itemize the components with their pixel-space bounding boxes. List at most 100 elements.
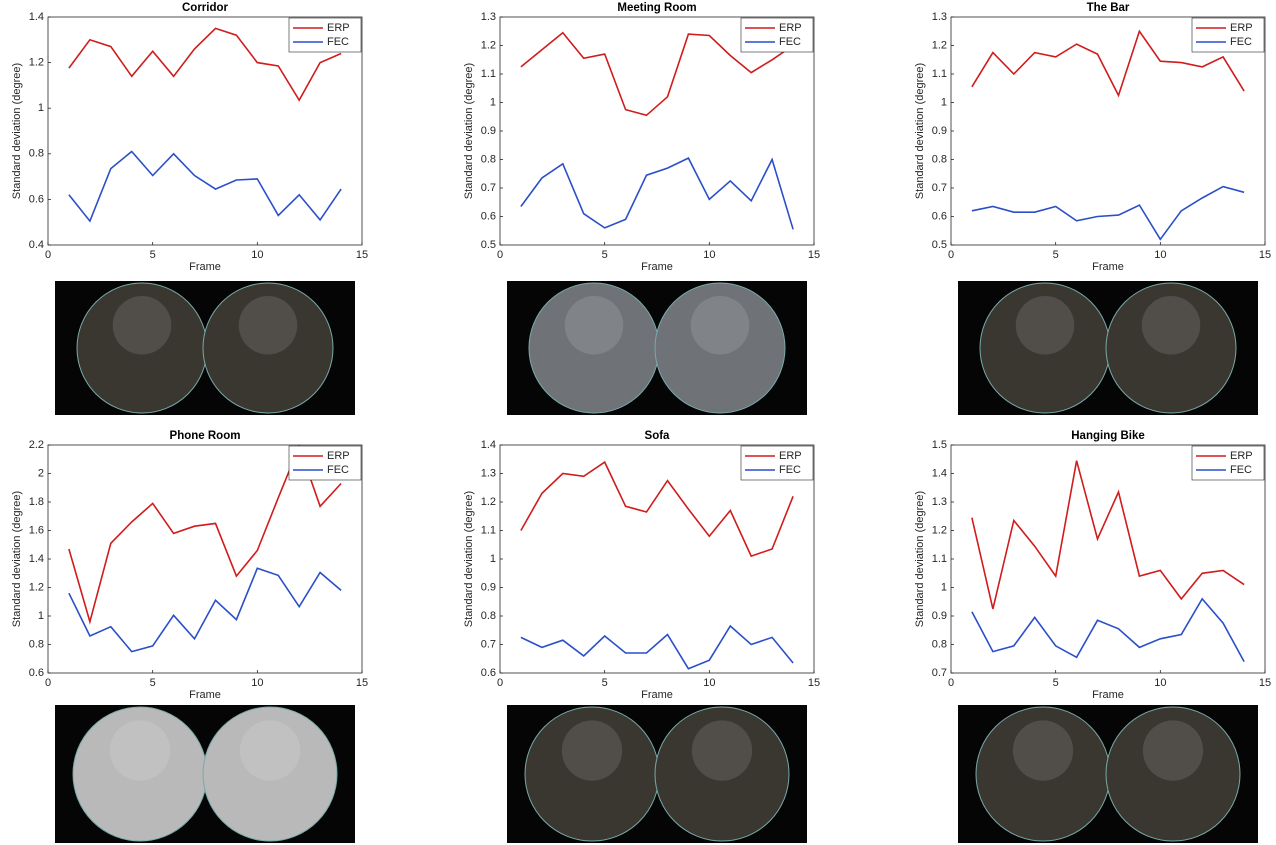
x-tick-label: 10 xyxy=(703,249,715,261)
x-tick-label: 0 xyxy=(497,249,503,261)
x-tick-label: 5 xyxy=(602,677,608,689)
y-tick-label: 2 xyxy=(38,467,44,479)
x-axis-label: Frame xyxy=(641,261,673,273)
chart-title: Meeting Room xyxy=(617,2,696,14)
y-tick-label: 1 xyxy=(38,102,44,114)
y-tick-label: 0.5 xyxy=(481,239,496,251)
fisheye-highlight xyxy=(239,296,298,355)
x-tick-label: 10 xyxy=(703,677,715,689)
legend-label: FEC xyxy=(779,464,801,476)
legend-label: FEC xyxy=(327,36,349,48)
y-axis-label: Standard deviation (degree) xyxy=(11,491,23,627)
legend-label: ERP xyxy=(1230,22,1253,34)
chart-title: Corridor xyxy=(182,2,229,14)
fisheye-highlight xyxy=(1143,720,1203,780)
y-tick-label: 0.8 xyxy=(29,638,44,650)
y-tick-label: 1.3 xyxy=(481,11,496,23)
y-axis-label: Standard deviation (degree) xyxy=(914,491,926,627)
x-axis-label: Frame xyxy=(641,689,673,701)
legend-label: ERP xyxy=(779,22,802,34)
x-tick-label: 5 xyxy=(150,677,156,689)
y-tick-label: 1.2 xyxy=(932,524,947,536)
x-axis-label: Frame xyxy=(1092,261,1124,273)
y-tick-label: 1.1 xyxy=(481,68,496,80)
x-tick-label: 5 xyxy=(150,249,156,261)
y-tick-label: 1.3 xyxy=(932,496,947,508)
y-tick-label: 0.6 xyxy=(29,193,44,205)
fisheye-highlight xyxy=(692,720,752,780)
x-tick-label: 10 xyxy=(251,677,263,689)
y-tick-label: 1 xyxy=(490,96,496,108)
fisheye-highlight xyxy=(113,296,172,355)
y-tick-label: 1.3 xyxy=(932,11,947,23)
y-tick-label: 0.6 xyxy=(481,210,496,222)
y-tick-label: 1.4 xyxy=(29,11,44,23)
legend-box xyxy=(741,446,813,480)
chart-title: Hanging Bike xyxy=(1071,430,1144,442)
fisheye-highlight xyxy=(110,720,170,780)
y-tick-label: 1.2 xyxy=(481,39,496,51)
legend-label: ERP xyxy=(1230,450,1253,462)
legend-label: ERP xyxy=(779,450,802,462)
y-tick-label: 1.4 xyxy=(29,553,44,565)
y-tick-label: 1.4 xyxy=(932,467,947,479)
x-tick-label: 0 xyxy=(45,677,51,689)
x-tick-label: 0 xyxy=(497,677,503,689)
y-axis-label: Standard deviation (degree) xyxy=(463,491,475,627)
y-tick-label: 1.4 xyxy=(481,439,496,451)
legend-box xyxy=(741,18,813,52)
legend-label: ERP xyxy=(327,22,350,34)
y-tick-label: 0.9 xyxy=(932,125,947,137)
y-tick-label: 0.8 xyxy=(932,638,947,650)
y-tick-label: 1 xyxy=(941,581,947,593)
y-axis-label: Standard deviation (degree) xyxy=(463,63,475,199)
y-tick-label: 0.8 xyxy=(932,153,947,165)
y-tick-label: 0.9 xyxy=(932,610,947,622)
y-tick-label: 1.2 xyxy=(481,496,496,508)
x-tick-label: 10 xyxy=(1154,677,1166,689)
y-tick-label: 0.9 xyxy=(481,581,496,593)
x-tick-label: 15 xyxy=(808,677,820,689)
fisheye-highlight xyxy=(1013,720,1073,780)
x-tick-label: 5 xyxy=(602,249,608,261)
chart-title: Sofa xyxy=(645,430,671,442)
legend-label: ERP xyxy=(327,450,350,462)
x-tick-label: 10 xyxy=(251,249,263,261)
fisheye-highlight xyxy=(1016,296,1075,355)
fisheye-highlight xyxy=(1142,296,1201,355)
y-tick-label: 0.6 xyxy=(932,210,947,222)
x-tick-label: 15 xyxy=(1259,677,1271,689)
y-axis-label: Standard deviation (degree) xyxy=(914,63,926,199)
chart-title: Phone Room xyxy=(170,430,241,442)
y-tick-label: 1 xyxy=(490,553,496,565)
y-tick-label: 1 xyxy=(38,610,44,622)
legend-box xyxy=(1192,18,1264,52)
y-tick-label: 0.5 xyxy=(932,239,947,251)
fisheye-highlight xyxy=(240,720,300,780)
y-tick-label: 1.5 xyxy=(932,439,947,451)
x-tick-label: 0 xyxy=(45,249,51,261)
y-tick-label: 1.2 xyxy=(932,39,947,51)
y-tick-label: 0.7 xyxy=(481,182,496,194)
y-tick-label: 1.1 xyxy=(481,524,496,536)
legend-label: FEC xyxy=(1230,464,1252,476)
y-tick-label: 0.8 xyxy=(481,153,496,165)
y-tick-label: 1.8 xyxy=(29,496,44,508)
x-tick-label: 15 xyxy=(356,249,368,261)
legend-label: FEC xyxy=(327,464,349,476)
x-tick-label: 10 xyxy=(1154,249,1166,261)
fisheye-highlight xyxy=(691,296,750,355)
y-tick-label: 0.9 xyxy=(481,125,496,137)
y-tick-label: 0.8 xyxy=(481,610,496,622)
x-tick-label: 15 xyxy=(356,677,368,689)
y-tick-label: 0.8 xyxy=(29,148,44,160)
y-tick-label: 1.1 xyxy=(932,553,947,565)
y-tick-label: 0.7 xyxy=(481,638,496,650)
y-tick-label: 1.2 xyxy=(29,57,44,69)
y-tick-label: 1.2 xyxy=(29,581,44,593)
legend-box xyxy=(1192,446,1264,480)
figure: Corridor0.40.60.811.21.4051015FrameStand… xyxy=(0,0,1276,845)
y-axis-label: Standard deviation (degree) xyxy=(11,63,23,199)
y-tick-label: 0.6 xyxy=(481,667,496,679)
y-tick-label: 0.7 xyxy=(932,182,947,194)
